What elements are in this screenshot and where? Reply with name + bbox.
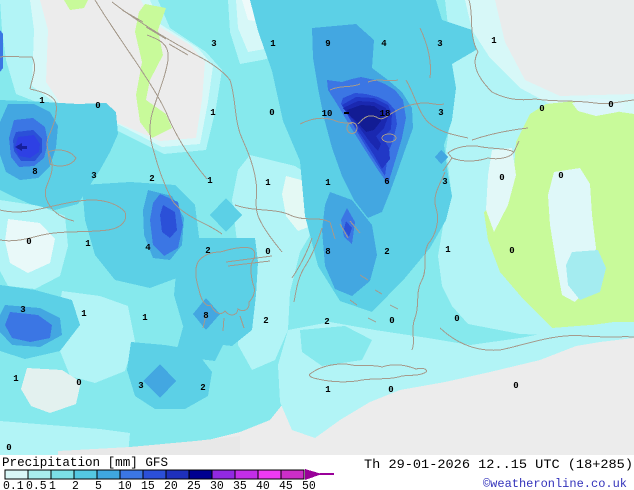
svg-text:3: 3 — [91, 171, 96, 181]
svg-text:3: 3 — [437, 39, 442, 49]
svg-text:0: 0 — [608, 100, 613, 110]
svg-text:2: 2 — [205, 246, 210, 256]
svg-text:40: 40 — [256, 480, 270, 490]
svg-text:8: 8 — [203, 311, 208, 321]
svg-text:1: 1 — [265, 178, 271, 188]
svg-text:2: 2 — [384, 247, 389, 257]
svg-text:15: 15 — [141, 480, 155, 490]
svg-text:6: 6 — [384, 177, 389, 187]
svg-text:9: 9 — [325, 39, 330, 49]
svg-text:1: 1 — [207, 176, 213, 186]
svg-text:0.1: 0.1 — [3, 480, 24, 490]
svg-text:0: 0 — [499, 173, 504, 183]
svg-text:5: 5 — [95, 480, 102, 490]
svg-text:0: 0 — [509, 246, 514, 256]
svg-text:0: 0 — [265, 247, 270, 257]
svg-text:2: 2 — [324, 317, 329, 327]
svg-text:0: 0 — [388, 385, 393, 395]
svg-text:3: 3 — [211, 39, 216, 49]
svg-text:3: 3 — [138, 381, 143, 391]
svg-text:20: 20 — [164, 480, 178, 490]
svg-text:0: 0 — [454, 314, 459, 324]
svg-text:0: 0 — [269, 108, 274, 118]
svg-text:1: 1 — [270, 39, 276, 49]
svg-text:2: 2 — [149, 174, 154, 184]
svg-text:10: 10 — [322, 109, 333, 119]
svg-text:4: 4 — [381, 39, 387, 49]
svg-text:1: 1 — [13, 374, 19, 384]
svg-text:0.5: 0.5 — [26, 480, 47, 490]
svg-text:0: 0 — [513, 381, 518, 391]
svg-text:1: 1 — [210, 108, 216, 118]
svg-text:1: 1 — [85, 239, 91, 249]
svg-text:25: 25 — [187, 480, 201, 490]
svg-text:©weatheronline.co.uk: ©weatheronline.co.uk — [483, 477, 627, 490]
svg-text:2: 2 — [263, 316, 268, 326]
svg-text:45: 45 — [279, 480, 293, 490]
svg-text:0: 0 — [558, 171, 563, 181]
svg-text:8: 8 — [32, 167, 37, 177]
svg-text:35: 35 — [233, 480, 247, 490]
svg-text:30: 30 — [210, 480, 224, 490]
svg-text:1: 1 — [142, 313, 148, 323]
svg-text:0: 0 — [389, 316, 394, 326]
svg-text:18: 18 — [380, 109, 391, 119]
svg-text:1: 1 — [491, 36, 497, 46]
svg-text:2: 2 — [200, 383, 205, 393]
svg-text:3: 3 — [20, 305, 25, 315]
svg-text:0: 0 — [26, 237, 31, 247]
svg-text:0: 0 — [95, 101, 100, 111]
svg-text:0: 0 — [6, 443, 11, 453]
svg-text:Th 29-01-2026 12..15 UTC (18+2: Th 29-01-2026 12..15 UTC (18+285) — [364, 457, 633, 472]
svg-text:1: 1 — [325, 178, 331, 188]
svg-text:0: 0 — [539, 104, 544, 114]
svg-text:Precipitation [mm] GFS: Precipitation [mm] GFS — [2, 455, 168, 470]
svg-text:4: 4 — [145, 243, 151, 253]
svg-text:1: 1 — [81, 309, 87, 319]
svg-text:3: 3 — [438, 108, 443, 118]
svg-text:3: 3 — [442, 177, 447, 187]
svg-text:50: 50 — [302, 480, 316, 490]
svg-text:1: 1 — [445, 245, 451, 255]
svg-text:10: 10 — [118, 480, 132, 490]
svg-text:2: 2 — [72, 480, 79, 490]
svg-text:0: 0 — [76, 378, 81, 388]
svg-text:1: 1 — [39, 96, 45, 106]
svg-text:1: 1 — [49, 480, 56, 490]
svg-text:1: 1 — [325, 385, 331, 395]
svg-text:8: 8 — [325, 247, 330, 257]
